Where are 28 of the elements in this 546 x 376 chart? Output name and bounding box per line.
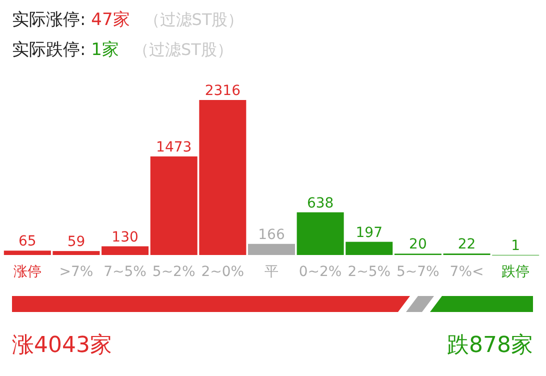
x-tick-label: 0~2% [298,264,342,280]
bar [102,246,149,255]
x-tick-label: 7~5% [104,264,146,280]
data-label: 65 [18,234,36,250]
chart-subtitle: 实际跌停: 1家 [12,40,119,60]
data-label: 22 [458,236,476,253]
x-tick-label: >7% [59,264,94,280]
data-label: 197 [356,224,383,241]
data-label: 59 [67,234,86,250]
text: 涨4043家 [12,333,112,358]
data-label: 166 [258,226,285,243]
x-tick-label: 平 [264,264,278,280]
data-label: 130 [112,229,138,246]
bar [248,244,295,255]
x-tick-label: 7%< [450,264,484,280]
chart-title: 实际涨停: 47家 [12,10,130,30]
x-tick-label: 2~0% [201,264,244,280]
x-tick-label: 5~2% [152,264,196,280]
data-label: 20 [409,236,427,253]
x-tick-label: 5~7% [396,264,440,280]
x-tick-label: 2~5% [348,264,391,280]
x-tick-label: 涨停 [13,264,42,280]
data-label: 638 [306,195,334,212]
x-tick-label: 跌停 [502,264,530,280]
data-label: 1473 [156,139,192,156]
data-label: 1 [511,238,520,254]
text: 跌878家 [447,333,533,358]
data-label: 2316 [204,83,241,99]
